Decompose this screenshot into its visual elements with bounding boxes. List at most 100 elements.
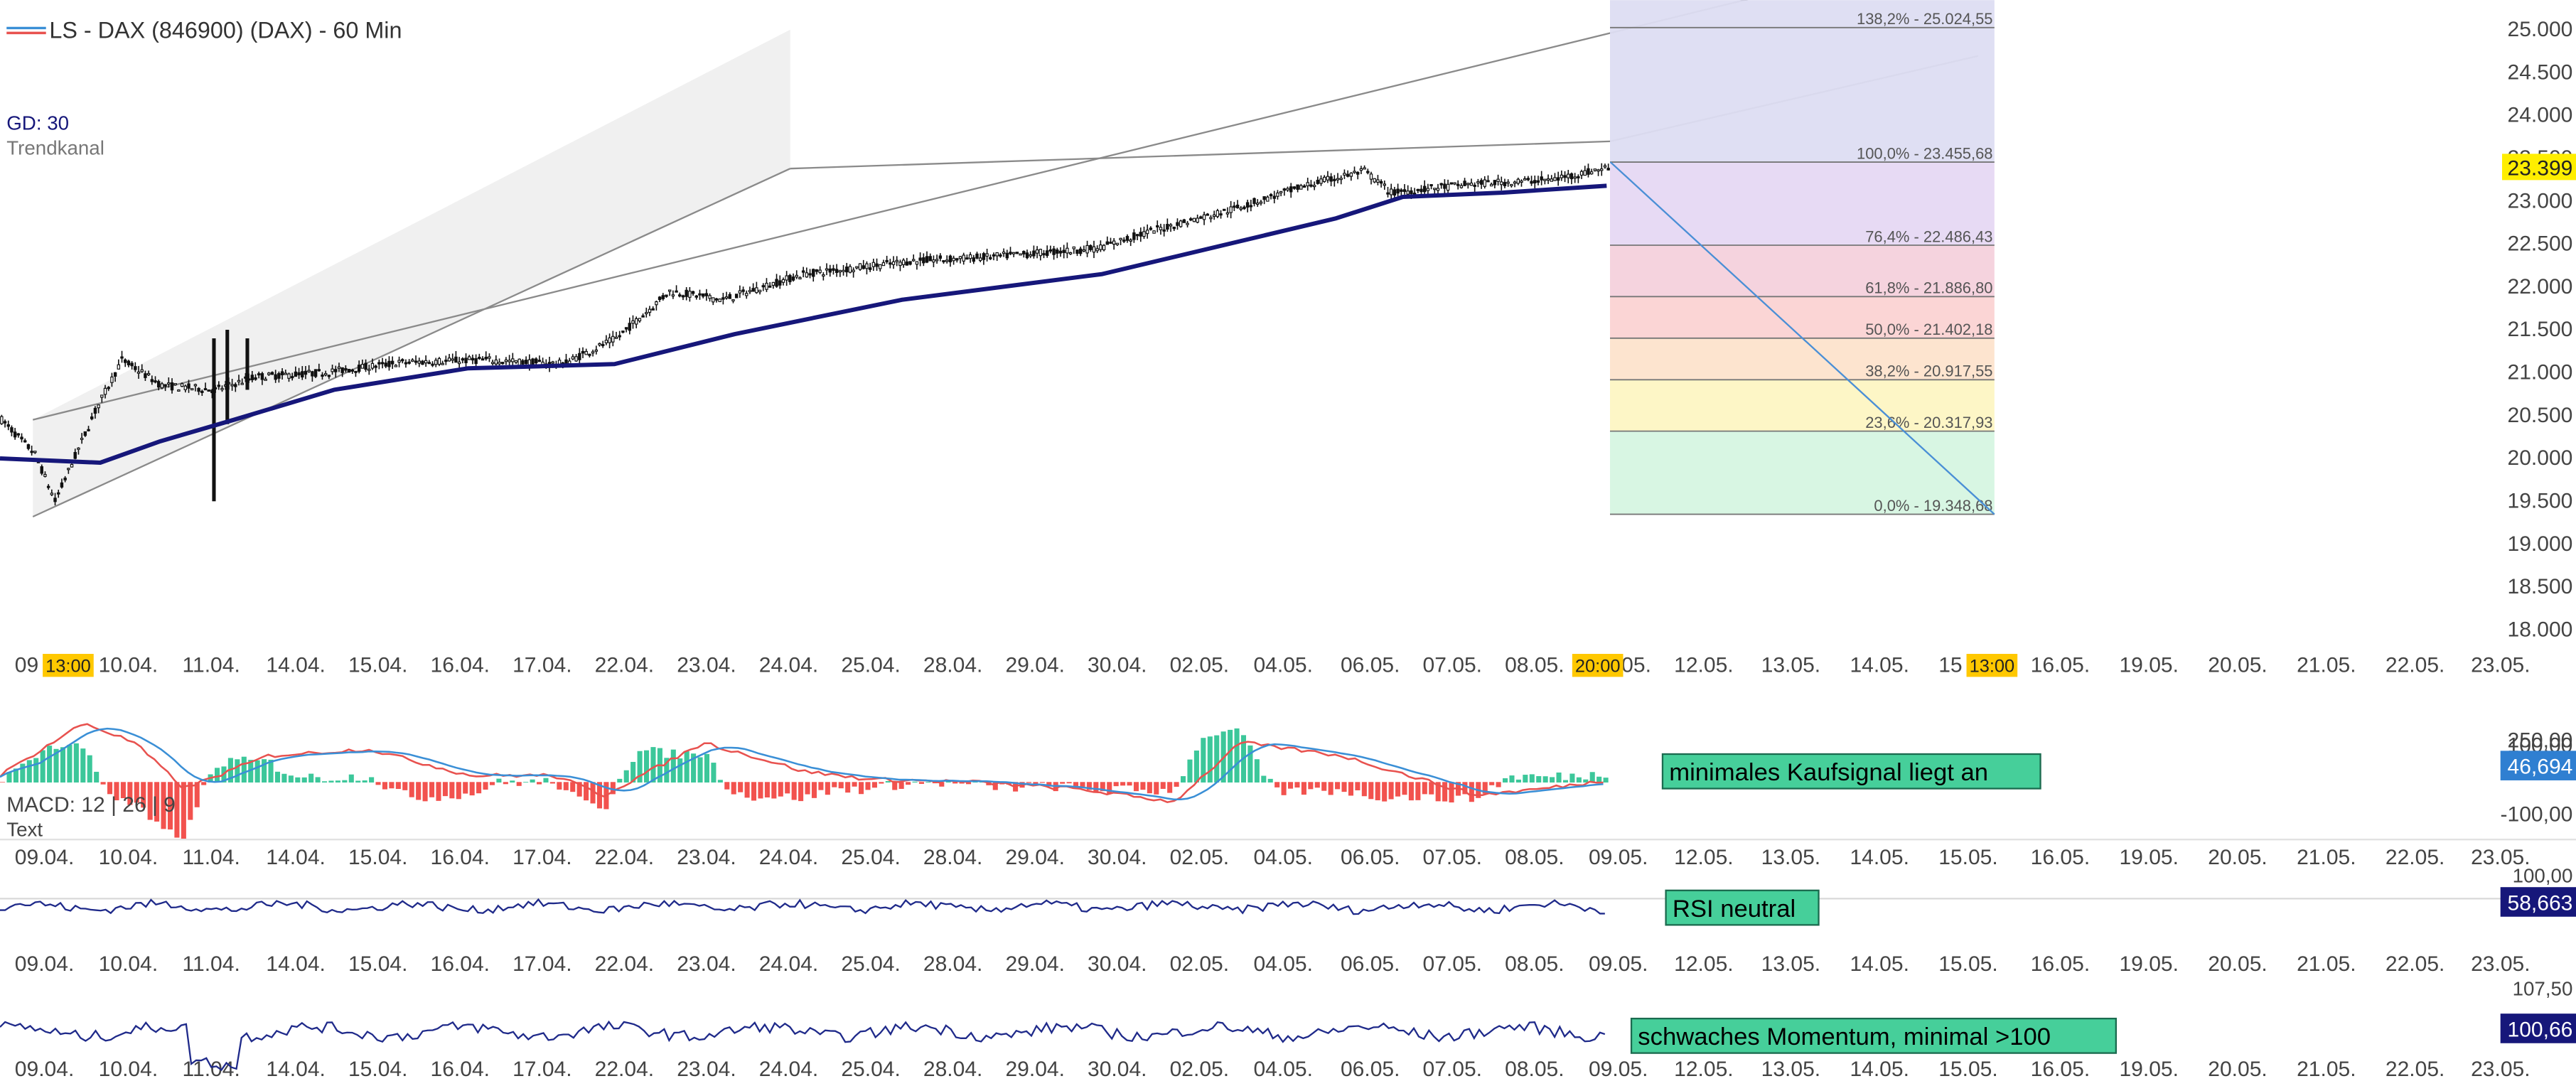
- annotation-box[interactable]: [1665, 889, 1820, 926]
- candle-body: [190, 388, 194, 391]
- candle-body: [818, 269, 822, 273]
- time-tick: 22.05.: [2386, 1058, 2445, 1081]
- candle-body: [1005, 252, 1009, 259]
- candle-body: [207, 389, 210, 392]
- annotation-box[interactable]: [1661, 753, 2041, 790]
- time-tick: 24.04.: [759, 1058, 819, 1081]
- time-tick: 28.04.: [923, 846, 983, 869]
- macd-histogram-bar: [436, 782, 441, 801]
- candle-body: [881, 262, 886, 267]
- macd-histogram-bar: [1402, 782, 1407, 795]
- candle-body: [478, 357, 481, 360]
- macd-histogram-bar: [281, 773, 287, 783]
- macd-histogram-bar: [1147, 782, 1152, 794]
- time-tick: 20.05.: [2208, 1058, 2268, 1081]
- candle-body: [1009, 252, 1012, 254]
- legend-trend-channel[interactable]: Trendkanal: [6, 136, 104, 158]
- macd-histogram-bar: [342, 780, 348, 783]
- candle-body: [1369, 173, 1373, 180]
- candle-body: [714, 298, 719, 301]
- candle-body: [624, 327, 628, 330]
- candle-body: [1589, 171, 1594, 175]
- macd-histogram-bar: [248, 760, 254, 783]
- candle-body: [77, 447, 80, 450]
- price-axis: 25.00024.50024.00023.50023.00022.50022.0…: [2501, 18, 2576, 642]
- candle-body: [134, 366, 137, 370]
- time-tick: 14.05.: [1850, 952, 1909, 976]
- candle-body: [267, 372, 271, 375]
- candle-body: [812, 269, 815, 277]
- rsi-line: [0, 898, 1605, 915]
- time-tick: 04.05.: [1253, 846, 1313, 869]
- candle-body: [658, 296, 662, 301]
- candle-body: [1225, 212, 1230, 215]
- time-tick: 16.04.: [431, 653, 490, 677]
- macd-histogram-bar: [1267, 778, 1273, 783]
- candle-body: [1239, 208, 1243, 210]
- macd-histogram-bar: [1120, 782, 1126, 786]
- macd-histogram-bar: [684, 751, 689, 783]
- candle-body: [1119, 237, 1122, 240]
- fib-band: [1610, 431, 1995, 515]
- macd-histogram-bar: [885, 780, 891, 783]
- time-tick: 15.04.: [348, 952, 408, 976]
- candle-body: [331, 368, 334, 372]
- macd-histogram-bar: [1261, 775, 1267, 783]
- macd-histogram-bar: [584, 782, 589, 801]
- candle-body: [1373, 178, 1376, 183]
- macd-histogram-bar: [966, 782, 972, 785]
- annotation-box[interactable]: [1630, 1017, 2118, 1054]
- legend-sma[interactable]: GD: 30: [6, 112, 69, 134]
- time-tick: 16.05.: [2031, 1058, 2091, 1081]
- macd-histogram-bar: [47, 746, 53, 783]
- time-tick: 19.05.: [2119, 653, 2179, 677]
- macd-histogram-bar: [241, 756, 247, 783]
- candle-body: [788, 274, 792, 283]
- time-tick: 15: [1938, 653, 1962, 677]
- fib-band-top: [1610, 0, 1995, 28]
- candle-body: [651, 308, 655, 311]
- candle-body: [1292, 186, 1297, 189]
- fib-band: [1610, 380, 1995, 431]
- candle-body: [1556, 177, 1560, 181]
- time-tick: 22.04.: [595, 653, 655, 677]
- candle-body: [154, 380, 157, 383]
- time-tick: 23.05.: [2471, 952, 2531, 976]
- candle-body: [457, 361, 461, 365]
- candle-body: [685, 289, 688, 297]
- candle-body: [1002, 252, 1006, 254]
- candle-body: [33, 451, 37, 453]
- candle-body: [374, 365, 377, 368]
- macd-histogram-bar: [1556, 772, 1562, 783]
- macd-histogram-bar: [865, 782, 871, 790]
- macd-histogram-bar: [630, 762, 636, 783]
- fib-level-label: 23,6% - 20.317,93: [1865, 414, 1992, 431]
- candle-body: [915, 261, 919, 265]
- time-tick: 15.04.: [348, 846, 408, 869]
- candle-body: [350, 369, 354, 372]
- macd-histogram-bar: [1060, 782, 1066, 784]
- macd-histogram-bar: [496, 778, 502, 783]
- time-tick: 02.05.: [1170, 1058, 1230, 1081]
- time-tick: 25.04.: [841, 1058, 901, 1081]
- macd-histogram-bar: [355, 780, 361, 783]
- time-tick: 08.05.: [1505, 846, 1565, 869]
- candle-body: [1459, 185, 1464, 188]
- candle-body: [1553, 177, 1557, 181]
- candle-body: [758, 289, 762, 293]
- macd-histogram-bar: [932, 782, 938, 784]
- candle-body: [1039, 249, 1043, 257]
- macd-histogram-bar: [590, 782, 596, 804]
- candle-body: [277, 372, 281, 379]
- candle-body: [1540, 176, 1543, 181]
- macd-histogram-bar: [744, 782, 750, 798]
- macd-histogram-bar: [959, 782, 965, 784]
- macd-histogram-bar: [516, 782, 522, 786]
- time-tick: 15.05.: [1938, 952, 1998, 976]
- candle-body: [891, 261, 896, 265]
- candle-body: [197, 387, 200, 392]
- price-tick: 20.500: [2508, 404, 2573, 427]
- macd-histogram-bar: [328, 780, 334, 783]
- candle-body: [484, 356, 488, 360]
